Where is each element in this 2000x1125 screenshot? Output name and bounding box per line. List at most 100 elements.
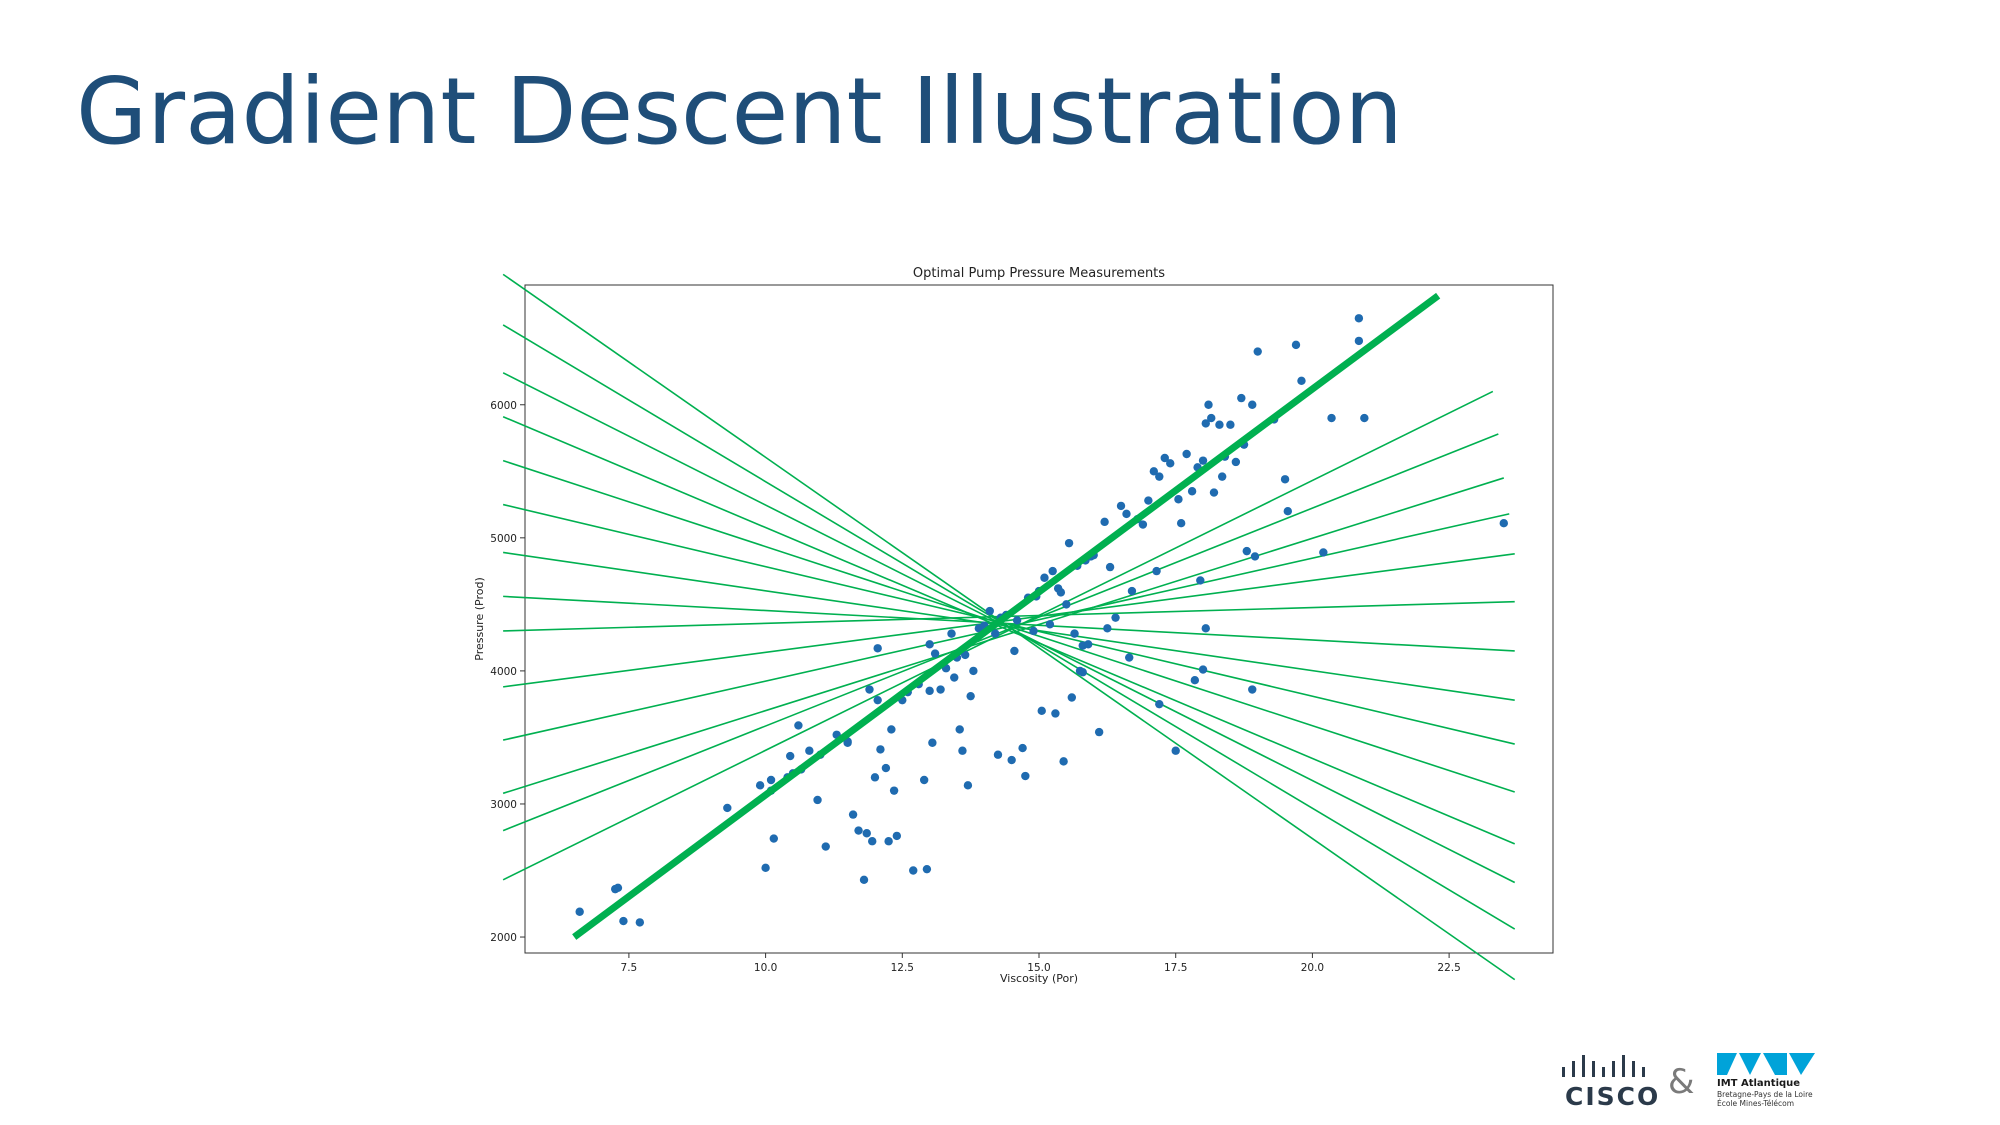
data-point <box>1182 449 1191 459</box>
data-point <box>868 837 877 846</box>
data-point <box>619 916 628 926</box>
data-point <box>1215 420 1224 429</box>
data-point <box>1248 685 1257 694</box>
data-point <box>843 738 852 747</box>
data-point <box>1012 616 1022 625</box>
data-point <box>859 875 869 885</box>
data-point <box>1360 413 1369 423</box>
data-point <box>1100 517 1109 527</box>
data-point <box>1040 573 1049 582</box>
x-axis-ticks: 7.5 10.0 12.5 15.0 17.5 20.0 22.5 <box>621 953 1461 974</box>
data-point <box>1138 520 1148 529</box>
data-point <box>755 781 765 790</box>
data-point <box>1198 456 1208 465</box>
x-tick-label: 22.5 <box>1437 962 1460 974</box>
data-point <box>1196 576 1205 585</box>
data-point <box>761 863 770 873</box>
data-point <box>1078 668 1087 677</box>
y-tick-label: 6000 <box>490 400 517 412</box>
data-point <box>1103 624 1112 633</box>
data-point <box>769 834 778 843</box>
data-point <box>925 686 934 696</box>
imt-logo-subtitle-1: Bretagne-Pays de la Loire <box>1717 1090 1813 1099</box>
data-point <box>766 775 776 785</box>
imt-logo-subtitle-2: École Mines-Télécom <box>1717 1099 1795 1108</box>
x-tick-label: 17.5 <box>1164 962 1187 974</box>
data-point <box>794 721 803 730</box>
x-tick-label: 7.5 <box>621 962 638 974</box>
data-point <box>873 695 882 705</box>
data-point <box>1125 653 1134 662</box>
data-point <box>1166 459 1175 468</box>
data-point <box>1155 472 1164 481</box>
data-point <box>1354 314 1364 323</box>
search-lines <box>502 273 1516 981</box>
slide-title: Gradient Descent Illustration <box>76 58 1403 165</box>
data-point <box>1059 757 1068 766</box>
x-tick-label: 20.0 <box>1301 962 1324 974</box>
data-point <box>862 829 871 838</box>
data-point <box>873 644 882 653</box>
data-point <box>1045 620 1055 629</box>
data-point <box>884 837 893 846</box>
y-axis-ticks: 2000 3000 4000 5000 6000 <box>490 400 525 944</box>
data-point <box>1248 400 1257 409</box>
data-point <box>969 666 978 676</box>
data-point <box>1327 413 1336 423</box>
x-tick-label: 12.5 <box>891 962 914 974</box>
search-line <box>502 477 1505 795</box>
data-point <box>848 810 858 819</box>
data-point <box>950 673 959 682</box>
data-point <box>1190 676 1200 685</box>
data-point <box>1144 496 1153 505</box>
data-point <box>1062 600 1071 609</box>
data-point <box>1204 400 1213 409</box>
data-point <box>1149 467 1159 476</box>
data-point <box>1155 699 1164 709</box>
data-point <box>955 725 964 734</box>
data-point <box>1250 552 1260 561</box>
data-point <box>1209 488 1219 497</box>
x-tick-label: 10.0 <box>754 962 777 974</box>
data-point <box>892 831 902 841</box>
data-point <box>1187 487 1197 496</box>
data-point <box>936 685 945 694</box>
data-point <box>1201 624 1210 633</box>
data-point <box>1171 746 1180 755</box>
data-point <box>805 746 814 755</box>
data-point <box>1354 336 1364 346</box>
data-point <box>1007 755 1016 765</box>
data-point <box>854 826 863 835</box>
chart-title: Optimal Pump Pressure Measurements <box>913 266 1165 281</box>
data-point <box>1116 501 1126 511</box>
data-point <box>1283 507 1292 516</box>
data-point <box>1084 640 1093 649</box>
data-point <box>876 745 885 754</box>
data-point <box>1237 393 1246 403</box>
data-point <box>960 650 970 660</box>
data-point <box>723 803 732 813</box>
y-tick-label: 3000 <box>490 799 517 811</box>
data-point <box>1094 727 1104 737</box>
data-point <box>1037 706 1046 716</box>
data-point <box>958 746 967 755</box>
cisco-logo-text: CISCO <box>1565 1082 1661 1111</box>
data-point <box>963 781 973 790</box>
data-point <box>1253 347 1262 356</box>
data-point <box>991 629 1000 638</box>
y-tick-label: 5000 <box>490 533 517 545</box>
data-point <box>1242 546 1251 556</box>
data-point <box>1201 419 1210 428</box>
data-point <box>930 649 940 658</box>
x-tick-label: 15.0 <box>1027 962 1050 974</box>
data-point <box>1105 562 1115 572</box>
search-line <box>502 433 1499 832</box>
data-point <box>1319 548 1328 557</box>
data-point <box>1056 588 1066 597</box>
data-point <box>1070 629 1079 638</box>
data-point <box>821 842 830 851</box>
y-tick-label: 4000 <box>490 666 517 678</box>
data-point <box>1499 518 1508 528</box>
ampersand: & <box>1668 1062 1695 1102</box>
